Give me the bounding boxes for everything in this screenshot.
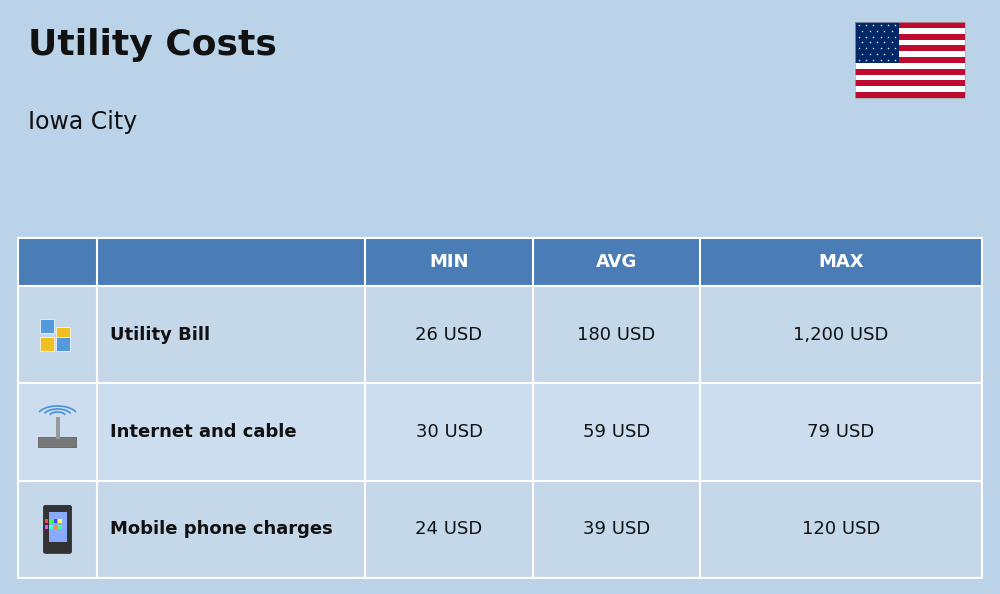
- Text: MIN: MIN: [429, 253, 469, 271]
- Text: 120 USD: 120 USD: [802, 520, 880, 538]
- Bar: [855, 40, 965, 45]
- Text: 79 USD: 79 USD: [807, 423, 875, 441]
- Bar: [855, 22, 965, 28]
- Bar: [49, 525, 52, 529]
- Text: 30 USD: 30 USD: [416, 423, 482, 441]
- Text: Iowa City: Iowa City: [28, 110, 137, 134]
- Bar: [855, 22, 899, 63]
- Bar: [40, 337, 54, 350]
- Bar: [56, 417, 60, 439]
- Bar: [855, 80, 965, 86]
- Bar: [855, 86, 965, 92]
- Text: Utility Bill: Utility Bill: [110, 326, 211, 344]
- Bar: [18, 383, 982, 481]
- Bar: [58, 525, 62, 529]
- Bar: [855, 34, 965, 40]
- Bar: [855, 45, 965, 51]
- Text: 59 USD: 59 USD: [583, 423, 650, 441]
- Bar: [855, 22, 965, 98]
- Text: 26 USD: 26 USD: [415, 326, 483, 344]
- Text: Internet and cable: Internet and cable: [110, 423, 297, 441]
- Text: 180 USD: 180 USD: [577, 326, 656, 344]
- Text: 1,200 USD: 1,200 USD: [793, 326, 889, 344]
- Bar: [44, 519, 48, 523]
- Bar: [58, 519, 62, 523]
- Bar: [855, 51, 965, 57]
- Text: Mobile phone charges: Mobile phone charges: [110, 520, 333, 538]
- Bar: [855, 75, 965, 80]
- Bar: [56, 337, 70, 350]
- Bar: [18, 286, 982, 383]
- Bar: [855, 28, 965, 34]
- FancyBboxPatch shape: [44, 505, 72, 554]
- Bar: [54, 519, 57, 523]
- Text: 24 USD: 24 USD: [415, 520, 483, 538]
- Bar: [48, 513, 66, 542]
- Bar: [18, 238, 982, 286]
- Bar: [54, 525, 57, 529]
- Bar: [18, 481, 982, 578]
- Bar: [56, 327, 70, 341]
- Text: AVG: AVG: [596, 253, 637, 271]
- Bar: [44, 525, 48, 529]
- Text: 39 USD: 39 USD: [583, 520, 650, 538]
- Bar: [855, 69, 965, 75]
- Bar: [38, 437, 76, 447]
- Bar: [855, 63, 965, 69]
- Bar: [855, 92, 965, 98]
- Text: MAX: MAX: [818, 253, 864, 271]
- Bar: [49, 519, 52, 523]
- Bar: [855, 57, 965, 63]
- Bar: [40, 318, 54, 333]
- Text: Utility Costs: Utility Costs: [28, 28, 277, 62]
